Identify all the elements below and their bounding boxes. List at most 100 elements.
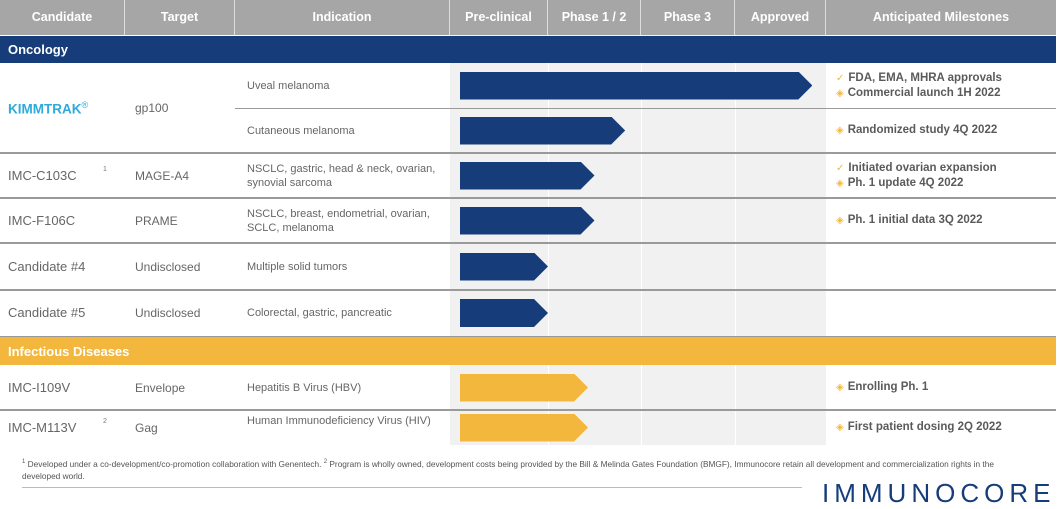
target: PRAME — [135, 213, 178, 228]
table-row: Candidate #5 Undisclosed Colorectal, gastr… — [0, 290, 1056, 336]
milestones: ◈ Ph. 1 initial data 3Q 2022 — [836, 213, 983, 228]
registered-mark: ® — [81, 100, 89, 110]
milestone-item: ✓ Initiated ovarian expansion — [836, 161, 997, 176]
progress-bar — [460, 299, 548, 327]
diamond-icon: ◈ — [836, 215, 844, 226]
row-divider — [0, 242, 1056, 244]
target: Envelope — [135, 380, 186, 395]
footnote-marker: 1 — [103, 165, 107, 173]
candidate-name: Candidate #5 — [8, 305, 85, 320]
header-indication: Indication — [235, 0, 450, 35]
candidate-name: IMC-C103C — [8, 168, 77, 183]
progress-bar — [460, 117, 625, 145]
header-target: Target — [125, 0, 235, 35]
indication: Colorectal, gastric, pancreatic — [247, 307, 392, 319]
footnote-marker: 2 — [323, 459, 328, 465]
check-icon: ✓ — [836, 72, 845, 84]
milestone-item: ✓ FDA, EMA, MHRA approvals — [836, 71, 1002, 86]
progress-bar — [460, 162, 595, 190]
indication: Uveal melanoma — [247, 79, 330, 92]
progress-bar — [460, 207, 595, 235]
milestones: ✓ Initiated ovarian expansion ◈ Ph. 1 updat… — [836, 161, 997, 191]
milestone-text: First patient dosing 2Q 2022 — [847, 421, 1002, 433]
row-divider — [0, 152, 1056, 154]
candidate-name: KIMMTRAK® — [8, 100, 88, 117]
phase-divider — [548, 35, 549, 445]
row-divider — [0, 197, 1056, 199]
footnote-2: Program is wholly owned, development cos… — [22, 458, 994, 481]
table-header: Candidate Target Indication Pre-clinical… — [0, 0, 1056, 35]
milestone-item: ◈ Randomized study 4Q 2022 — [836, 123, 997, 138]
candidate-name: Candidate #4 — [8, 259, 85, 274]
progress-bar — [460, 253, 548, 281]
section-oncology: Oncology — [0, 36, 1056, 63]
indication: NSCLC, gastric, head & neck, ovarian, sy… — [247, 162, 436, 189]
target: gp100 — [135, 101, 169, 115]
footnote-marker: 2 — [103, 417, 107, 425]
target: Gag — [135, 420, 158, 435]
footer-divider — [22, 487, 802, 488]
indication: Human Immunodeficiency Virus (HIV) — [247, 414, 431, 427]
header-milestones: Anticipated Milestones — [872, 10, 1010, 24]
row-divider — [235, 108, 1056, 109]
indication: Hepatitis B Virus (HBV) — [247, 381, 362, 394]
table-row: IMC-I109V Envelope Hepatitis B Virus (HBV)… — [0, 365, 1056, 411]
candidate-name: IMC-M113V — [8, 420, 76, 435]
footnotes: 1 Developed under a co-development/co-pr… — [22, 456, 1002, 482]
milestone-text: Randomized study 4Q 2022 — [847, 124, 998, 136]
table-row: IMC-C103C 1 MAGE-A4 NSCLC, gastric, head & … — [0, 153, 1056, 199]
check-icon: ✓ — [836, 162, 845, 174]
diamond-icon: ◈ — [836, 87, 844, 99]
milestones: ◈ First patient dosing 2Q 2022 — [836, 420, 1002, 435]
footnote-1: Developed under a co-development/co-prom… — [25, 458, 324, 469]
indication: Multiple solid tumors — [247, 260, 348, 273]
progress-bar — [460, 72, 812, 100]
candidate-label: IMC-M113V — [8, 419, 77, 435]
phase-divider — [735, 35, 736, 445]
milestone-text: Ph. 1 initial data 3Q 2022 — [847, 214, 983, 226]
progress-bar — [460, 374, 588, 402]
milestone-text: Commercial launch 1H 2022 — [847, 86, 1001, 99]
milestone-text: Initiated ovarian expansion — [848, 161, 997, 174]
target: Undisclosed — [135, 306, 201, 320]
footnote-marker: 1 — [22, 459, 26, 465]
section-infectious-diseases: Infectious Diseases — [0, 336, 1056, 365]
header-approved: Approved — [735, 0, 826, 35]
header-phase3: Phase 3 — [641, 0, 735, 35]
candidate-name: IMC-I109V — [8, 380, 70, 395]
milestone-item: ◈ Ph. 1 update 4Q 2022 — [836, 176, 997, 191]
candidate-label: KIMMTRAK — [8, 101, 82, 117]
milestone-text: Ph. 1 update 4Q 2022 — [847, 176, 964, 189]
row-divider — [0, 289, 1056, 291]
milestone-item: ◈ First patient dosing 2Q 2022 — [836, 420, 1002, 435]
candidate-label: Candidate #5 — [8, 305, 86, 320]
candidate-name: IMC-F106C — [8, 213, 75, 228]
company-logo: IMMUNOCORE — [822, 478, 1056, 508]
candidate-label: IMC-C103C — [8, 167, 77, 183]
progress-bar — [460, 414, 588, 442]
header-phase12: Phase 1 / 2 — [548, 0, 641, 35]
candidate-label: Candidate #4 — [8, 258, 86, 274]
row-divider — [0, 409, 1056, 411]
milestone-text: Enrolling Ph. 1 — [847, 381, 929, 393]
candidate-label: IMC-I109V — [8, 379, 71, 395]
diamond-icon: ◈ — [836, 422, 844, 433]
table-row: IMC-F106C PRAME NSCLC, breast, endometrial… — [0, 198, 1056, 244]
header-preclinical: Pre-clinical — [450, 0, 548, 35]
header-candidate: Candidate — [0, 0, 125, 35]
indication: Cutaneous melanoma — [247, 124, 355, 137]
indication: NSCLC, breast, endometrial, ovarian, SCL… — [247, 207, 430, 234]
candidate-label: IMC-F106C — [8, 212, 76, 228]
milestone-item: ◈ Enrolling Ph. 1 — [836, 380, 928, 395]
milestone-item: ◈ Ph. 1 initial data 3Q 2022 — [836, 213, 983, 228]
target: Undisclosed — [135, 259, 201, 274]
milestones: ◈ Randomized study 4Q 2022 — [836, 123, 997, 138]
milestones: ◈ Enrolling Ph. 1 — [836, 380, 928, 395]
diamond-icon: ◈ — [836, 125, 844, 136]
milestone-text: FDA, EMA, MHRA approvals — [848, 71, 1002, 84]
table-row: IMC-M113V 2 Gag Human Immunodeficiency Viru… — [0, 410, 1056, 445]
table-row: KIMMTRAK® gp100 Uveal melanoma ✓ FDA, EMA, M… — [0, 63, 1056, 154]
phase-divider — [641, 35, 642, 445]
diamond-icon: ◈ — [836, 177, 844, 189]
milestone-item: ◈ Commercial launch 1H 2022 — [836, 86, 1002, 101]
